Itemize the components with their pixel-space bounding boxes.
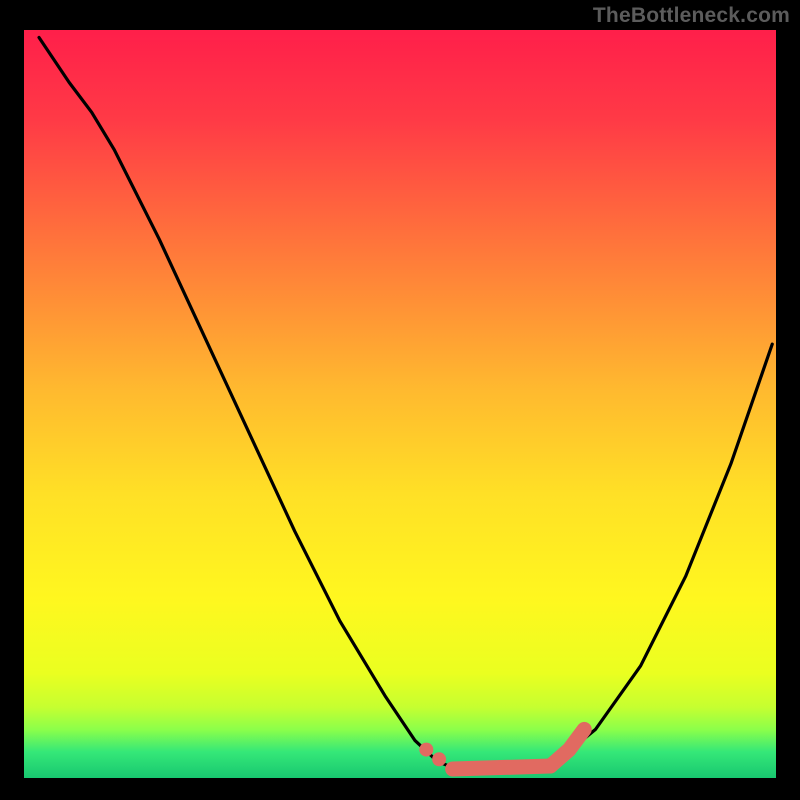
chart-container: TheBottleneck.com (0, 0, 800, 800)
gradient-plot-area (24, 30, 776, 778)
watermark-text: TheBottleneck.com (593, 4, 790, 28)
